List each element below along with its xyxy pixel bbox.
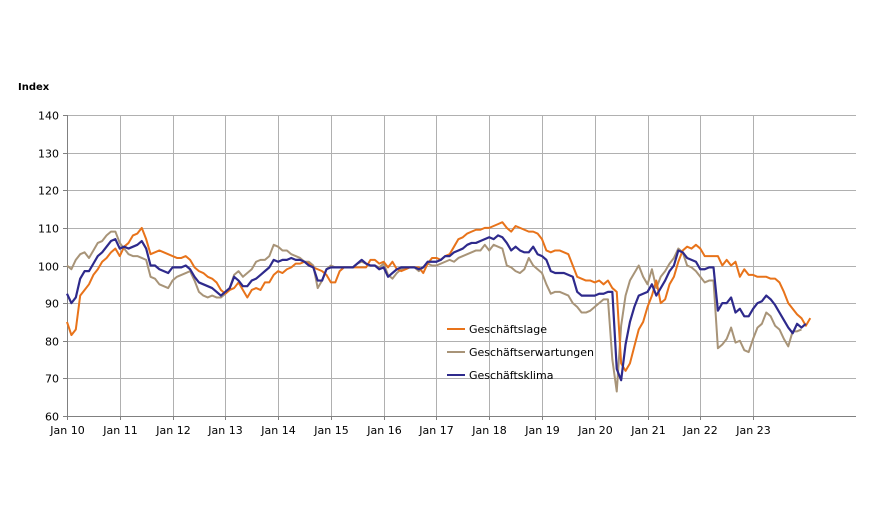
x-tick-labels: Jan 10 Jan 11 Jan 12 Jan 13 Jan 14 Jan 15 Jan … (49, 424, 770, 437)
y-tick-label: 100 (38, 261, 59, 274)
x-tick-label: Jan 15 (313, 424, 348, 437)
x-tick-label: Jan 12 (155, 424, 190, 437)
y-tick-label: 120 (38, 185, 59, 198)
legend-item-geschaeftserwartungen: Geschäftserwartungen (447, 346, 594, 359)
legend-item-geschaeftslage: Geschäftslage (447, 323, 547, 336)
legend-label: Geschäftserwartungen (469, 346, 594, 359)
y-tick-label: 70 (45, 373, 59, 386)
legend-label: Geschäftsklima (469, 369, 553, 382)
y-tick-label: 80 (45, 336, 59, 349)
x-tick-label: Jan 19 (524, 424, 559, 437)
y-tick-label: 110 (38, 223, 59, 236)
x-tick-label: Jan 20 (577, 424, 612, 437)
x-tick-label: Jan 11 (102, 424, 137, 437)
legend-item-geschaeftsklima: Geschäftsklima (447, 369, 553, 382)
x-tick-label: Jan 10 (49, 424, 84, 437)
series-lines (66, 221, 812, 393)
x-tick-label: Jan 18 (471, 424, 506, 437)
series-line-geschaeftserwartungen (66, 230, 802, 393)
y-tick-label: 90 (45, 298, 59, 311)
x-tick-label: Jan 14 (260, 424, 295, 437)
y-tick-label: 60 (45, 411, 59, 424)
y-tick-labels: 60 70 80 90 100 110 120 130 140 (38, 110, 59, 424)
series-line-geschaeftslage (66, 221, 812, 372)
x-tick-label: Jan 21 (630, 424, 665, 437)
x-tick-label: Jan 16 (366, 424, 401, 437)
x-tick-label: Jan 13 (207, 424, 242, 437)
y-tick-label: 130 (38, 148, 59, 161)
y-tick-label: 140 (38, 110, 59, 123)
legend: Geschäftslage Geschäftserwartungen Geschäf… (447, 323, 594, 382)
x-tick-label: Jan 23 (735, 424, 770, 437)
legend-label: Geschäftslage (469, 323, 547, 336)
x-tick-label: Jan 17 (418, 424, 453, 437)
series-line-geschaeftsklima (66, 234, 807, 382)
x-tick-label: Jan 22 (682, 424, 717, 437)
y-axis-label: Index (18, 82, 50, 93)
